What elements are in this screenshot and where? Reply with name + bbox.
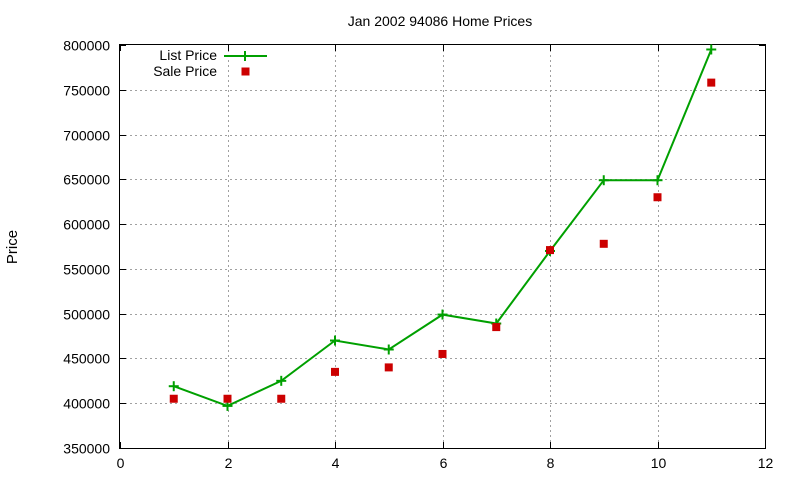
y-tick-label: 450000: [63, 351, 110, 367]
point-sale-price: [169, 394, 178, 403]
point-list-price: [383, 344, 394, 355]
legend-marker-list-price: [240, 51, 250, 61]
chart-title: Jan 2002 94086 Home Prices: [348, 13, 532, 29]
point-sale-price: [277, 394, 286, 403]
y-tick-label: 550000: [63, 262, 110, 278]
legend-label-sale-price: Sale Price: [153, 63, 217, 79]
y-tick-label: 750000: [63, 83, 110, 99]
point-sale-price: [653, 193, 662, 202]
point-sale-price: [438, 349, 447, 358]
point-list-price: [168, 381, 179, 392]
point-list-price: [652, 175, 663, 186]
x-tick-label: 0: [117, 455, 125, 471]
axis-ticks: 0 2 4 6 8 10 12 350000 400000 450000 500000 550000 6…: [63, 38, 773, 472]
y-tick-label: 400000: [63, 396, 110, 412]
point-sale-price: [384, 363, 393, 372]
x-tick-label: 6: [440, 455, 448, 471]
legend-marker-sale-price: [241, 67, 250, 76]
y-tick-label: 650000: [63, 172, 110, 188]
y-tick-label: 600000: [63, 217, 110, 233]
y-tick-label: 500000: [63, 307, 110, 323]
point-list-price: [598, 175, 609, 186]
x-tick-label: 4: [332, 455, 340, 471]
point-sale-price: [599, 239, 608, 248]
y-tick-label: 350000: [63, 441, 110, 457]
point-sale-price: [223, 394, 232, 403]
x-tick-label: 8: [547, 455, 555, 471]
point-sale-price: [707, 78, 716, 87]
x-tick-label: 2: [225, 455, 233, 471]
point-sale-price: [546, 246, 554, 255]
point-list-price: [276, 375, 287, 386]
plot-frame: [119, 44, 766, 449]
grid-lines: [120, 45, 765, 448]
y-tick-label: 800000: [63, 38, 110, 54]
y-axis-label: Price: [4, 230, 21, 264]
point-list-price: [706, 44, 717, 55]
point-list-price: [330, 335, 340, 346]
x-tick-label: 10: [651, 455, 667, 471]
legend-label-list-price: List Price: [159, 47, 217, 63]
point-list-price: [437, 309, 448, 320]
point-sale-price: [331, 367, 339, 376]
x-tick-label: 12: [758, 455, 774, 471]
point-sale-price: [492, 323, 501, 332]
legend: List Price Sale Price: [153, 47, 267, 79]
series-group: [168, 44, 717, 411]
y-tick-label: 700000: [63, 128, 110, 144]
